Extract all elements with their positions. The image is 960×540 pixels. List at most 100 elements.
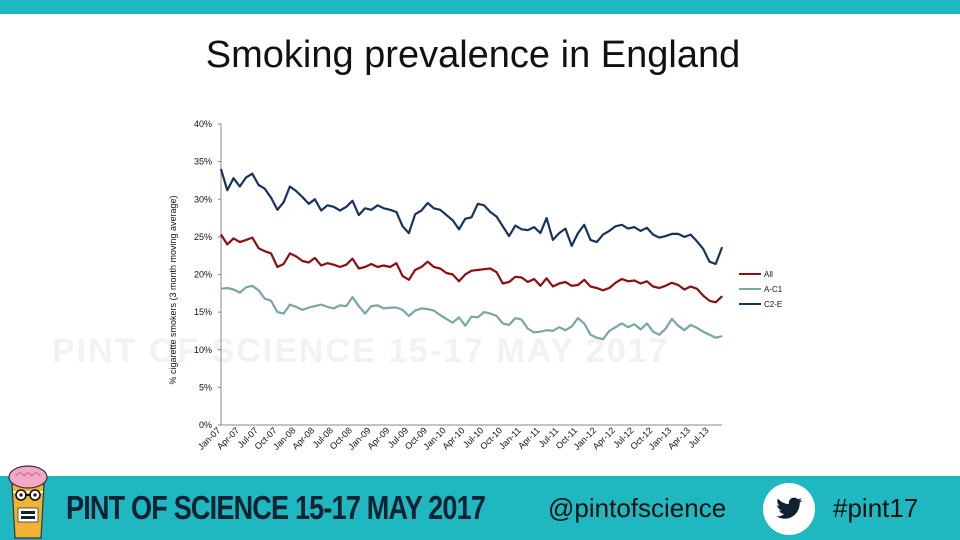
data-point [339, 304, 341, 306]
data-point [514, 317, 516, 319]
data-point [245, 286, 247, 288]
data-point [483, 204, 485, 206]
data-point [433, 207, 435, 209]
x-tick-label: Apr-11 [516, 425, 542, 451]
data-point [383, 307, 385, 309]
data-point [295, 255, 297, 258]
data-point [577, 232, 579, 234]
data-point [596, 241, 598, 243]
x-tick-labels: Jan-07Apr-07Jul-07Oct-07Jan-08Apr-08Jul-… [196, 425, 711, 452]
data-point [232, 288, 235, 291]
footer-handle: @pintofscience [548, 493, 727, 523]
data-point [708, 261, 711, 263]
data-point [402, 225, 404, 227]
data-point [326, 306, 329, 308]
data-point [608, 230, 610, 232]
series-a-c1 [220, 284, 723, 341]
data-point [596, 287, 598, 289]
data-point [376, 304, 379, 306]
y-tick-label: 35% [194, 157, 212, 167]
data-point [427, 261, 429, 263]
data-point [564, 281, 567, 283]
y-axis-title: % cigarette smokers (3 month moving aver… [168, 195, 178, 385]
data-point [521, 228, 523, 230]
data-point [602, 234, 604, 236]
data-point [414, 310, 416, 312]
data-point [370, 305, 372, 307]
data-point [220, 288, 222, 290]
data-point [364, 313, 366, 315]
y-tick-label: 5% [199, 382, 212, 392]
data-point [358, 267, 360, 270]
data-point [652, 331, 654, 333]
data-point [420, 266, 422, 268]
data-point [358, 305, 360, 307]
top-accent-bar [0, 0, 960, 14]
data-point [458, 228, 460, 230]
data-point [358, 214, 360, 216]
chart-axes [220, 124, 722, 426]
data-point [408, 279, 410, 281]
data-point [345, 264, 347, 266]
chart-legend: All A-C1 C2-E [739, 270, 783, 309]
data-point [264, 188, 266, 190]
data-point [314, 257, 316, 259]
data-point [326, 204, 329, 206]
data-point [414, 269, 416, 271]
y-tick-label: 30% [194, 194, 212, 204]
data-point [483, 311, 485, 313]
data-point [658, 237, 660, 239]
data-point [351, 200, 354, 202]
data-point [614, 326, 617, 328]
data-point [226, 287, 228, 289]
data-point [452, 219, 454, 221]
data-point [508, 235, 510, 237]
data-point [470, 316, 473, 318]
data-point [251, 285, 253, 287]
data-point [320, 209, 322, 212]
data-point [477, 316, 479, 318]
data-point [239, 241, 241, 243]
data-point [514, 276, 516, 278]
data-point [301, 309, 304, 311]
data-point [702, 294, 704, 297]
legend-label: All [764, 270, 773, 279]
data-point [283, 263, 285, 265]
data-point [564, 227, 567, 230]
data-point [683, 329, 686, 331]
data-point [395, 307, 397, 309]
data-point [552, 239, 554, 241]
data-point [226, 189, 228, 191]
data-point [220, 168, 222, 170]
data-point [339, 266, 341, 268]
data-point [289, 252, 291, 255]
series-line-c2-e [219, 168, 724, 266]
data-point [602, 289, 604, 291]
data-point [483, 268, 485, 270]
data-point [220, 234, 222, 236]
footer-hashtag: #pint17 [833, 493, 919, 523]
chart-series [219, 168, 724, 341]
data-point [596, 337, 598, 339]
data-point [527, 328, 529, 330]
data-point [577, 284, 579, 286]
ghost-watermark: PINT OF SCIENCE 15-17 MAY 2017 [52, 332, 670, 370]
data-point [402, 309, 404, 311]
legend-label: C2-E [764, 300, 782, 309]
data-point [583, 224, 585, 226]
data-point [264, 297, 266, 300]
data-point [715, 337, 717, 339]
data-point [326, 262, 329, 264]
data-point [589, 285, 592, 288]
data-point [383, 264, 385, 267]
data-point [452, 322, 454, 324]
data-point [402, 275, 404, 277]
data-point [533, 331, 535, 334]
data-point [696, 240, 698, 242]
data-point [652, 285, 654, 288]
data-point [389, 266, 391, 268]
data-point [376, 204, 379, 206]
data-point [702, 248, 704, 250]
data-point [489, 313, 491, 315]
data-point [533, 226, 535, 228]
